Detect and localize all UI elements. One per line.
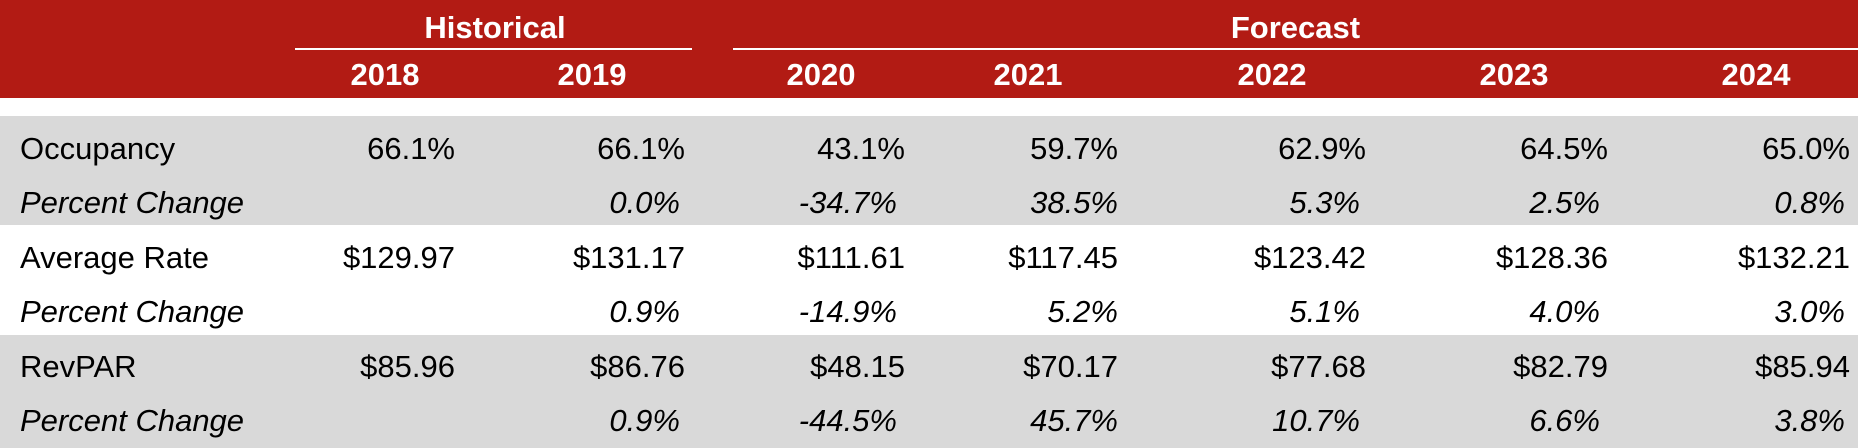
year-2024: 2024 — [1721, 57, 1791, 92]
cell-2020: -14.9% — [798, 294, 897, 329]
cell-2024: 0.8% — [1774, 185, 1845, 220]
cell-2021: $70.17 — [1023, 349, 1118, 384]
cell-2024: 65.0% — [1762, 131, 1850, 166]
cell-2024: 3.0% — [1774, 294, 1845, 329]
cell-2021: $117.45 — [1008, 240, 1118, 275]
band-revpar — [0, 335, 1858, 448]
cell-2022: $77.68 — [1271, 349, 1366, 384]
row-label: Percent Change — [20, 403, 245, 438]
row-revpar-change: Percent Change 0.9% -44.5% 45.7% 10.7% 6.6% 3.… — [0, 394, 1858, 448]
cell-2021: 59.7% — [1030, 131, 1118, 166]
cell-2022: 5.1% — [1289, 294, 1360, 329]
cell-2019: 0.9% — [609, 403, 680, 438]
table-header: Historical Forecast 2018 2019 2020 2021 … — [0, 0, 1858, 98]
cell-2021: 5.2% — [1047, 294, 1118, 329]
row-occupancy: Occupancy 66.1% 66.1% 43.1% 59.7% 62.9% 64.5% 6… — [0, 122, 1858, 176]
cell-2022: 5.3% — [1289, 185, 1360, 220]
row-label: RevPAR — [20, 349, 137, 384]
year-2022: 2022 — [1237, 57, 1307, 92]
cell-2024: $132.21 — [1737, 240, 1850, 275]
cell-2020: 43.1% — [817, 131, 905, 166]
cell-2019: 0.0% — [609, 185, 680, 220]
cell-2024: $85.94 — [1755, 349, 1850, 384]
cell-2020: -34.7% — [798, 185, 897, 220]
row-average-rate: Average Rate $129.97 $131.17 $111.61 $117.45… — [0, 231, 1858, 285]
row-revpar: RevPAR $85.96 $86.76 $48.15 $70.17 $77.68 $82.… — [0, 340, 1858, 394]
group-forecast-underline — [733, 48, 1858, 50]
band-average-rate — [0, 225, 1858, 334]
row-occupancy-change: Percent Change 0.0% -34.7% 38.5% 5.3% 2.5% 0.8… — [0, 176, 1858, 230]
group-historical-underline — [295, 48, 692, 50]
year-2019: 2019 — [557, 57, 627, 92]
cell-2022: 62.9% — [1278, 131, 1366, 166]
cell-2022: 10.7% — [1272, 403, 1360, 438]
year-2020: 2020 — [786, 57, 856, 92]
year-2018: 2018 — [350, 57, 420, 92]
cell-2023: 6.6% — [1529, 403, 1600, 438]
row-label: Average Rate — [20, 240, 209, 275]
cell-2020: -44.5% — [798, 403, 897, 438]
cell-2023: 2.5% — [1529, 185, 1600, 220]
cell-2021: 45.7% — [1030, 403, 1118, 438]
cell-2023: 64.5% — [1520, 131, 1608, 166]
cell-2023: $128.36 — [1495, 240, 1608, 275]
year-2023: 2023 — [1479, 57, 1549, 92]
year-2021: 2021 — [993, 57, 1063, 92]
cell-2021: 38.5% — [1030, 185, 1118, 220]
cell-2019: 66.1% — [597, 131, 685, 166]
cell-2019: $86.76 — [590, 349, 685, 384]
cell-2024: 3.8% — [1774, 403, 1845, 438]
group-forecast: Forecast — [1230, 10, 1361, 45]
cell-2020: $111.61 — [797, 240, 905, 275]
cell-2018: $129.97 — [342, 240, 455, 275]
row-label: Percent Change — [20, 185, 245, 220]
cell-2019: 0.9% — [609, 294, 680, 329]
cell-2023: 4.0% — [1529, 294, 1600, 329]
row-average-rate-change: Percent Change 0.9% -14.9% 5.2% 5.1% 4.0% 3.0% — [0, 285, 1858, 339]
cell-2023: $82.79 — [1513, 349, 1608, 384]
band-occupancy — [0, 116, 1858, 225]
cell-2019: $131.17 — [572, 240, 685, 275]
group-historical: Historical — [424, 10, 566, 45]
cell-2020: $48.15 — [810, 349, 905, 384]
row-label: Percent Change — [20, 294, 245, 329]
cell-2018: $85.96 — [360, 349, 455, 384]
cell-2022: $123.42 — [1253, 240, 1366, 275]
row-label: Occupancy — [20, 131, 176, 166]
header-spacer — [0, 98, 1858, 116]
cell-2018: 66.1% — [367, 131, 455, 166]
